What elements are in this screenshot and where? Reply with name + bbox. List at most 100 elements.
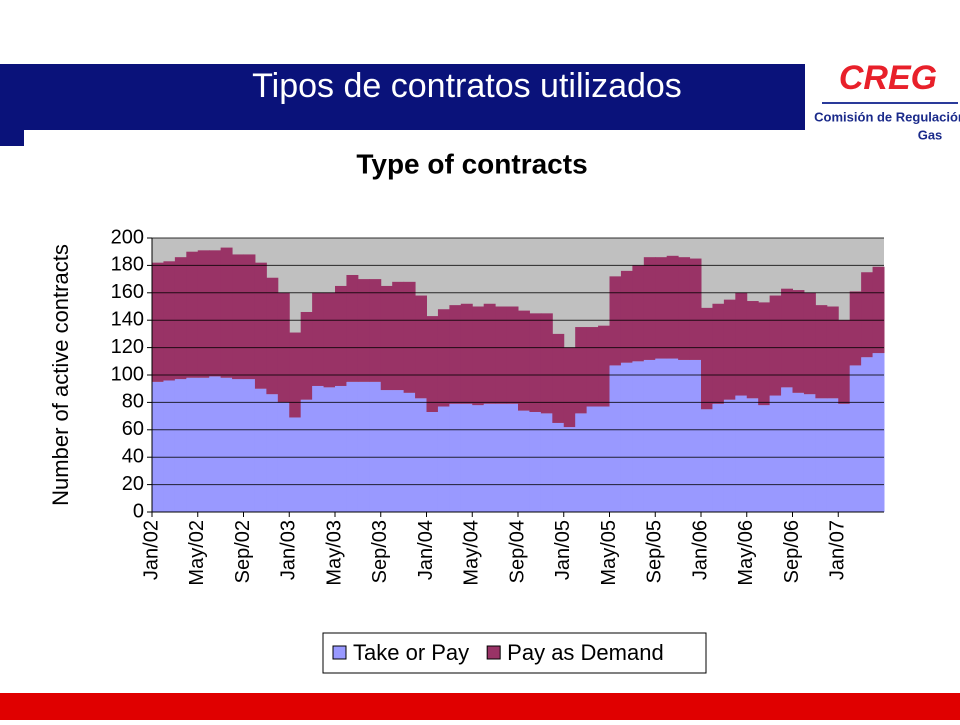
area-segment [712, 303, 725, 404]
area-segment [609, 365, 622, 512]
area-segment [552, 422, 565, 512]
x-tick-label: May/02 [186, 520, 208, 586]
area-segment [220, 377, 233, 512]
area-segment [643, 257, 656, 360]
area-segment [152, 262, 164, 382]
y-tick-label: 140 [111, 308, 144, 330]
area-segment [186, 377, 199, 512]
area-segment [472, 405, 485, 512]
area-segment [483, 403, 496, 512]
y-tick-label: 20 [122, 473, 144, 495]
x-tick-label: May/03 [323, 520, 345, 586]
area-segment [415, 295, 427, 399]
y-tick-label: 160 [111, 281, 144, 303]
area-segment [815, 305, 828, 399]
y-tick-label: 180 [111, 254, 144, 276]
area-segment [266, 277, 279, 395]
area-segment [666, 358, 679, 512]
area-segment [483, 303, 496, 404]
area-segment [575, 413, 588, 512]
area-segment [563, 427, 576, 512]
area-segment [632, 361, 645, 512]
area-segment [209, 250, 222, 377]
slide-title: Tipos de contratos utilizados [252, 67, 682, 105]
area-segment [861, 272, 874, 358]
title-banner [0, 64, 805, 130]
area-segment [437, 406, 450, 512]
area-segment [335, 285, 347, 386]
area-segment [826, 398, 839, 512]
area-segment [506, 306, 519, 404]
area-segment [403, 281, 416, 393]
area-segment [460, 403, 473, 512]
area-segment [575, 327, 588, 414]
x-tick-label: Jan/04 [415, 520, 437, 580]
x-tick-label: Sep/06 [781, 520, 803, 583]
area-segment [712, 403, 725, 512]
area-segment [506, 403, 519, 512]
y-tick-label: 100 [111, 363, 144, 385]
area-segment [220, 247, 233, 378]
area-segment [735, 292, 748, 396]
area-segment [563, 347, 576, 428]
x-tick-label: Jan/06 [689, 520, 711, 580]
area-segment [598, 406, 610, 512]
area-segment [209, 376, 222, 512]
area-segment [186, 251, 199, 378]
area-segment [769, 395, 782, 512]
area-segment [495, 306, 508, 404]
area-segment [666, 255, 679, 359]
area-segment [598, 325, 610, 407]
area-segment [266, 394, 279, 512]
x-tick-label: Jan/05 [552, 520, 574, 580]
area-segment [163, 380, 176, 512]
area-segment [392, 390, 405, 512]
area-segment [838, 403, 851, 512]
area-segment [655, 358, 668, 512]
area-segment [369, 279, 382, 382]
area-segment [723, 299, 736, 400]
area-segment [803, 292, 816, 395]
area-segment [746, 301, 759, 399]
area-segment [357, 279, 370, 382]
logo-line1: Comisión de Regulación [814, 109, 960, 124]
area-segment [243, 379, 256, 512]
area-segment [380, 285, 393, 391]
area-segment [254, 262, 267, 389]
area-segment [723, 399, 736, 512]
area-segment [346, 274, 359, 382]
area-segment [643, 359, 656, 512]
area-segment [369, 381, 382, 512]
area-segment [746, 398, 759, 512]
x-tick-label: May/04 [461, 520, 483, 586]
area-segment [735, 395, 748, 512]
area-segment [152, 381, 164, 512]
area-segment [174, 379, 187, 512]
area-segment [346, 381, 359, 512]
legend-swatch [332, 645, 347, 660]
area-segment [758, 405, 771, 512]
area-segment [689, 258, 702, 360]
area-segment [312, 292, 325, 386]
area-segment [540, 413, 553, 512]
area-segment [174, 257, 187, 380]
area-segment [289, 417, 302, 512]
y-tick-label: 60 [122, 418, 144, 440]
area-segment [415, 398, 427, 512]
area-segment [197, 377, 210, 512]
area-segment [312, 385, 325, 512]
x-tick-label: Jan/07 [827, 520, 849, 580]
area-segment [620, 362, 633, 512]
area-segment [838, 320, 851, 404]
logo-line2: Gas [918, 127, 943, 142]
area-segment [518, 410, 530, 512]
area-segment [323, 387, 336, 512]
area-segment [803, 394, 816, 512]
area-segment [403, 392, 416, 512]
x-tick-label: May/06 [735, 520, 757, 586]
banner-tab [0, 64, 24, 146]
x-tick-label: May/05 [598, 520, 620, 586]
area-segment [701, 307, 713, 410]
